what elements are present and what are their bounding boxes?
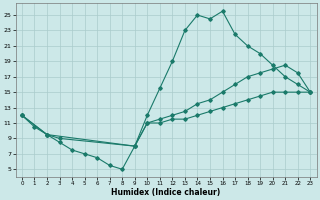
X-axis label: Humidex (Indice chaleur): Humidex (Indice chaleur) (111, 188, 221, 197)
